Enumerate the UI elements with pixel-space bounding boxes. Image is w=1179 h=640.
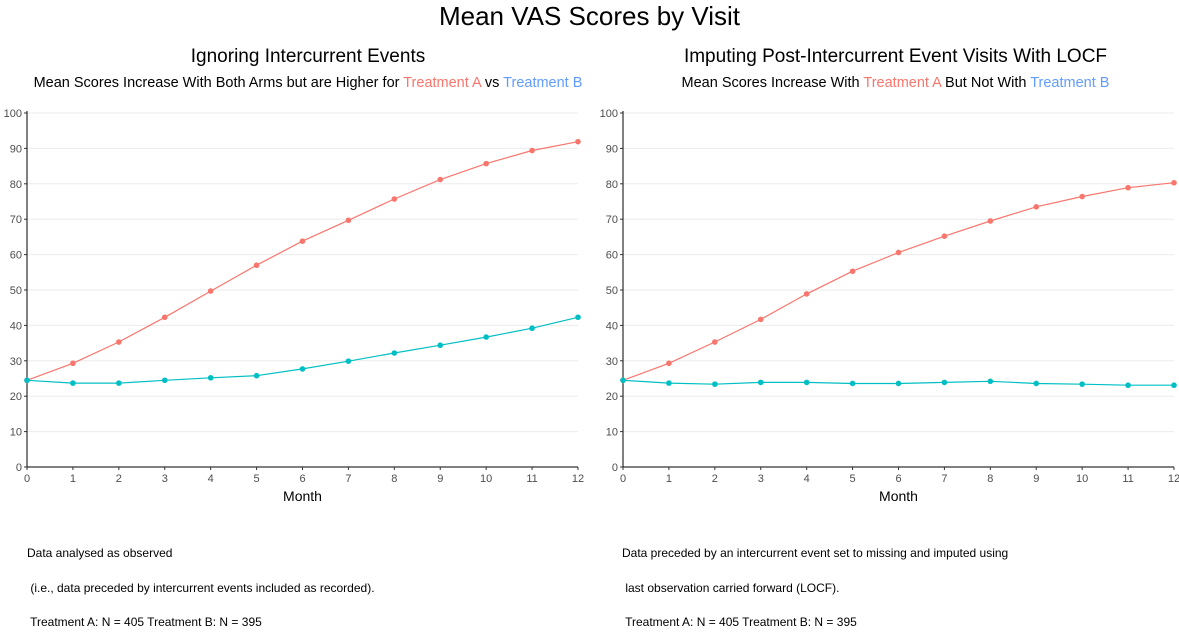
panel-title: Ignoring Intercurrent Events — [190, 46, 426, 67]
subtitle-text: Mean Scores Increase With — [681, 75, 864, 91]
caption-line: last observation carried forward (LOCF). — [622, 580, 840, 595]
subtitle-treatment-a: Treatment A — [403, 75, 481, 91]
caption-left: Data analysed as observed (i.e., data pr… — [27, 525, 375, 640]
panel-subtitle: Mean Scores Increase With Treatment A Bu… — [604, 75, 1179, 91]
subtitle-text: vs — [480, 75, 504, 91]
subtitle-treatment-b: Treatment B — [503, 75, 583, 91]
caption-line: Treatment A: N = 405 Treatment B: N = 39… — [622, 615, 857, 629]
caption-right: Data preceded by an intercurrent event s… — [622, 525, 1008, 640]
x-axis-label: Month — [283, 488, 322, 504]
panel-subtitle: Mean Scores Increase With Both Arms but … — [12, 75, 604, 91]
x-axis-label: Month — [879, 488, 918, 504]
caption-line: (i.e., data preceded by intercurrent eve… — [27, 580, 375, 595]
caption-line: Treatment A: N = 405 Treatment B: N = 39… — [27, 615, 262, 629]
caption-line: Data analysed as observed — [27, 546, 173, 560]
subtitle-text: But Not With — [941, 75, 1031, 91]
subtitle-treatment-a: Treatment A — [863, 75, 942, 91]
panel-title: Imputing Post-Intercurrent Event Visits … — [683, 46, 1108, 67]
main-title: Mean VAS Scores by Visit — [438, 1, 741, 31]
subtitle-text: Mean Scores Increase With Both Arms but … — [33, 75, 404, 91]
panel-right: Imputing Post-Intercurrent Event Visits … — [596, 46, 1179, 486]
caption-line: Data preceded by an intercurrent event s… — [622, 546, 1009, 560]
panel-left: Ignoring Intercurrent Events Mean Scores… — [0, 46, 592, 486]
subtitle-treatment-b: Treatment B — [1030, 75, 1110, 91]
